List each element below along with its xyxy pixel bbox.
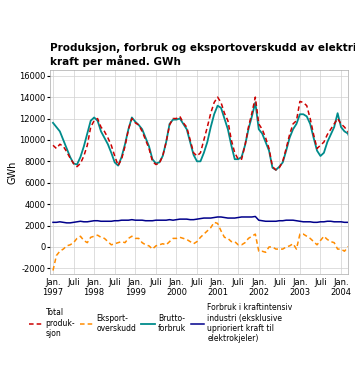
Legend: Total
produk-
sjon, Eksport-
overskudd, Brutto-
forbruk, Forbruk i kraftintensiv: Total produk- sjon, Eksport- overskudd, … [26,300,296,346]
Y-axis label: GWh: GWh [8,160,18,184]
Text: Produksjon, forbruk og eksportoverskudd av elektrisk
kraft per måned. GWh: Produksjon, forbruk og eksportoverskudd … [50,43,355,67]
